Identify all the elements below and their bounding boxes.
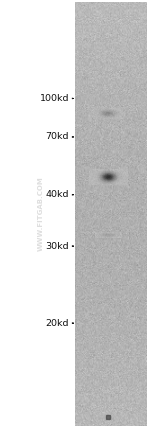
Text: 100kd: 100kd (39, 94, 69, 103)
Text: 20kd: 20kd (45, 318, 69, 328)
Text: 30kd: 30kd (45, 241, 69, 251)
Text: 70kd: 70kd (45, 132, 69, 142)
Text: WWW.FITGAB.COM: WWW.FITGAB.COM (38, 177, 44, 251)
Text: 40kd: 40kd (45, 190, 69, 199)
